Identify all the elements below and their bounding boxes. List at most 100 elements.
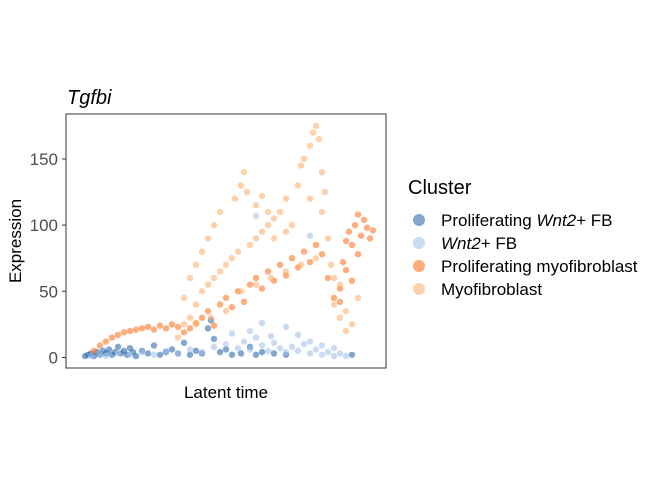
data-point	[312, 346, 320, 353]
data-point	[168, 321, 176, 328]
data-point	[105, 346, 113, 353]
data-point	[306, 195, 314, 202]
data-point	[252, 334, 260, 341]
data-point	[240, 169, 248, 176]
data-point	[348, 321, 356, 328]
data-point	[90, 347, 98, 355]
data-point	[282, 195, 290, 202]
data-point	[234, 248, 242, 255]
data-point	[114, 331, 122, 339]
data-point	[306, 338, 314, 345]
data-point	[348, 351, 356, 358]
data-point	[102, 338, 110, 345]
data-point	[258, 228, 266, 235]
legend-label: Wnt2+ FB	[441, 234, 517, 253]
data-point	[345, 228, 353, 235]
y-tick-label: 100	[30, 216, 58, 235]
data-point	[246, 346, 254, 353]
data-point	[144, 350, 152, 357]
legend-entry: Wnt2+ FB	[413, 234, 517, 253]
data-point	[186, 314, 194, 321]
y-axis-label: Expression	[6, 199, 25, 283]
data-point	[102, 352, 110, 360]
data-point	[186, 325, 194, 332]
data-point	[192, 301, 200, 308]
data-point	[252, 274, 260, 282]
data-point	[216, 268, 224, 275]
data-point	[186, 274, 194, 282]
data-point	[294, 347, 302, 355]
legend-swatch	[413, 260, 425, 272]
data-point	[336, 314, 344, 321]
data-point	[336, 281, 344, 288]
data-point	[258, 192, 266, 200]
data-point	[300, 340, 308, 348]
data-point	[348, 277, 356, 284]
data-point	[228, 303, 236, 311]
data-point	[246, 327, 254, 335]
data-point	[363, 224, 371, 231]
data-point	[237, 182, 245, 189]
data-point	[186, 346, 194, 353]
y-tick-label: 0	[49, 348, 58, 367]
data-point	[336, 298, 344, 306]
legend-swatch	[413, 283, 425, 295]
legend-entries: Proliferating Wnt2+ FB Wnt2+ FB Proliferat…	[413, 211, 638, 299]
legend-entry: Myofibroblast	[413, 280, 542, 299]
points-layer	[81, 122, 377, 360]
data-point	[180, 329, 188, 336]
data-point	[252, 235, 260, 242]
data-point	[342, 352, 350, 360]
data-point	[252, 281, 260, 288]
data-point	[315, 135, 323, 143]
data-point	[246, 281, 254, 288]
data-point	[270, 339, 278, 347]
data-point	[150, 351, 158, 358]
data-point	[369, 227, 377, 234]
data-point	[306, 258, 314, 266]
data-point	[288, 343, 296, 351]
series-2	[90, 211, 377, 355]
data-point	[264, 347, 272, 355]
data-point	[138, 325, 146, 332]
data-point	[174, 334, 182, 341]
data-point	[132, 352, 140, 360]
legend-entry: Proliferating myofibroblast	[413, 257, 638, 276]
data-point	[282, 348, 290, 356]
data-point	[318, 169, 326, 176]
data-point	[318, 208, 326, 216]
data-point	[210, 335, 218, 343]
data-point	[192, 347, 200, 355]
data-point	[294, 331, 302, 339]
data-point	[198, 288, 206, 295]
data-point	[330, 294, 338, 302]
data-point	[327, 261, 335, 269]
data-point	[270, 235, 278, 242]
data-point	[126, 327, 134, 335]
data-point	[312, 241, 320, 249]
data-point	[264, 268, 272, 275]
data-point	[126, 351, 134, 358]
data-point	[330, 301, 338, 308]
data-point	[258, 285, 266, 292]
data-point	[342, 327, 350, 335]
data-point	[222, 294, 230, 302]
data-point	[246, 241, 254, 249]
data-point	[174, 350, 182, 357]
data-point	[204, 307, 212, 315]
data-point	[132, 326, 140, 333]
data-point	[138, 348, 146, 356]
data-point	[300, 248, 308, 255]
data-point	[267, 274, 275, 282]
data-point	[96, 342, 104, 349]
data-point	[360, 216, 368, 224]
data-point	[306, 350, 314, 357]
data-point	[330, 352, 338, 360]
data-point	[240, 338, 248, 345]
data-point	[309, 129, 317, 136]
data-point	[354, 251, 362, 258]
data-point	[282, 268, 290, 275]
data-point	[348, 241, 356, 249]
data-point	[156, 322, 164, 329]
